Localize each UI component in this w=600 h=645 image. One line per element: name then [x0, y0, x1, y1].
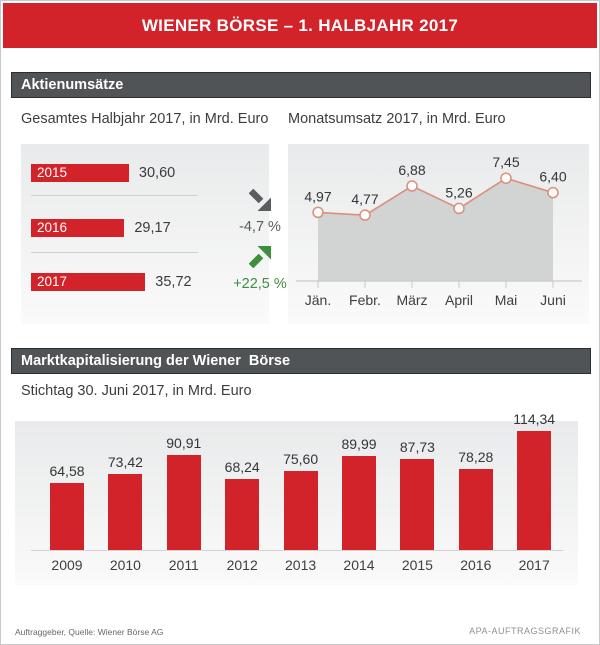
- halbjahr-chart: 2015 30,60 2016 29,17 2017 35,72 -4,7 % +22,5…: [21, 144, 287, 324]
- mk-bar-2013: [283, 471, 318, 550]
- bar-year-label: 2011: [168, 557, 199, 573]
- area-fill: [318, 178, 553, 281]
- bar-year-label: 2015: [37, 165, 68, 180]
- monatsumsatz-plot: 4,97 Jän. 4,77 Febr. 6,88 März 5,26 April 7,45 Ma…: [296, 154, 582, 308]
- row-divider: [31, 195, 198, 196]
- mk-bar-2011: [166, 455, 201, 550]
- bar-year-label: 2010: [109, 557, 141, 573]
- halbjahr-bar-2016: 2016: [31, 219, 125, 237]
- change-indicator-2017: +22,5 %: [211, 246, 309, 292]
- marktkapitalisierung-chart: 64,58 2009 73,42 2010 90,91 2011 68,24 2012 75,6…: [15, 411, 578, 585]
- point-value-label: 6,40: [539, 169, 566, 185]
- halbjahr-chart-subtitle: Gesamtes Halbjahr 2017, in Mrd. Euro: [21, 111, 269, 127]
- mk-bar-2016: [458, 468, 493, 550]
- mk-bar-2009: [50, 482, 84, 550]
- month-label: April: [445, 292, 473, 308]
- data-point-Mai: [500, 172, 512, 184]
- bar-value-label: 87,73: [399, 438, 435, 455]
- bar-year-label: 2015: [401, 557, 433, 573]
- data-point-Jän.: [312, 206, 324, 219]
- bar-value-label: 75,60: [283, 451, 319, 468]
- point-value-label: 5,26: [445, 184, 472, 200]
- section-title: Marktkapitalisierung der Wiener Börse: [21, 353, 291, 369]
- bar-year-label: 2013: [285, 557, 317, 573]
- bar-value-label: 89,99: [341, 436, 377, 453]
- data-point-Febr.: [359, 209, 371, 221]
- month-label: Febr.: [349, 292, 381, 308]
- change-value: +22,5 %: [233, 276, 287, 292]
- bar-year-label: 2009: [51, 557, 83, 573]
- halbjahr-bar-2015: 2015: [31, 164, 129, 182]
- page-title: WIENER BÖRSE – 1. HALBJAHR 2017: [141, 16, 459, 35]
- data-line: [317, 177, 554, 216]
- point-value-label: 7,45: [492, 154, 519, 170]
- mk-bar-2010: [108, 473, 143, 550]
- halbjahr-bar-2017: 2017: [31, 273, 146, 291]
- data-point-Juni: [547, 186, 559, 199]
- arrow-down-right-icon: [248, 188, 271, 211]
- monatsumsatz-chart-subtitle: Monatsumsatz 2017, in Mrd. Euro: [288, 111, 506, 127]
- row-divider: [31, 252, 198, 253]
- marktkapitalisierung-subtitle: Stichtag 30. Juni 2017, in Mrd. Euro: [21, 383, 252, 399]
- bar-year-label: 2016: [37, 220, 68, 235]
- month-label: März: [396, 292, 427, 308]
- bar-value-label: 78,28: [458, 448, 494, 465]
- section-header-aktienumsaetze: Aktienumsätze: [11, 72, 591, 98]
- point-value-label: 4,77: [351, 191, 378, 207]
- point-value-label: 4,97: [304, 188, 331, 204]
- monatsumsatz-chart: 4,97 Jän. 4,77 Febr. 6,88 März 5,26 April 7,45 Ma…: [288, 144, 589, 324]
- month-label: Juni: [540, 292, 566, 308]
- month-label: Jän.: [305, 292, 331, 308]
- credit-note: APA-AUFTRAGSGRAFIK: [469, 626, 581, 636]
- bar-value-label: 30,60: [138, 165, 176, 181]
- header-banner: WIENER BÖRSE – 1. HALBJAHR 2017: [3, 3, 597, 48]
- bar-value-label: 68,24: [224, 459, 260, 476]
- mk-bar-2014: [342, 456, 376, 550]
- month-label: Mai: [495, 292, 518, 308]
- bar-year-label: 2016: [460, 557, 492, 573]
- arrow-up-right-icon: [248, 246, 271, 269]
- section-title: Aktienumsätze: [21, 77, 124, 93]
- bar-value-label: 35,72: [155, 274, 192, 290]
- bar-year-label: 2017: [518, 557, 550, 573]
- point-value-label: 6,88: [398, 162, 425, 178]
- bar-value-label: 64,58: [49, 462, 85, 479]
- mk-bar-2012: [225, 479, 260, 550]
- change-value: -4,7 %: [239, 219, 281, 235]
- bar-value-label: 73,42: [107, 453, 143, 470]
- mk-bar-2017: [517, 431, 552, 550]
- source-note: Auftraggeber, Quelle: Wiener Börse AG: [15, 627, 164, 637]
- bar-year-label: 2014: [343, 557, 375, 573]
- section-header-marktkapitalisierung: Marktkapitalisierung der Wiener Börse: [11, 348, 591, 374]
- bar-value-label: 114,34: [513, 411, 556, 428]
- bar-year-label: 2017: [37, 274, 68, 289]
- bar-value-label: 90,91: [166, 435, 202, 452]
- bar-year-label: 2012: [226, 557, 258, 573]
- x-axis-line: [31, 550, 563, 551]
- data-point-April: [453, 202, 465, 215]
- mk-bar-2015: [400, 458, 435, 550]
- data-point-März: [406, 180, 418, 192]
- change-indicator-2016: -4,7 %: [211, 188, 309, 235]
- bar-value-label: 29,17: [134, 220, 171, 236]
